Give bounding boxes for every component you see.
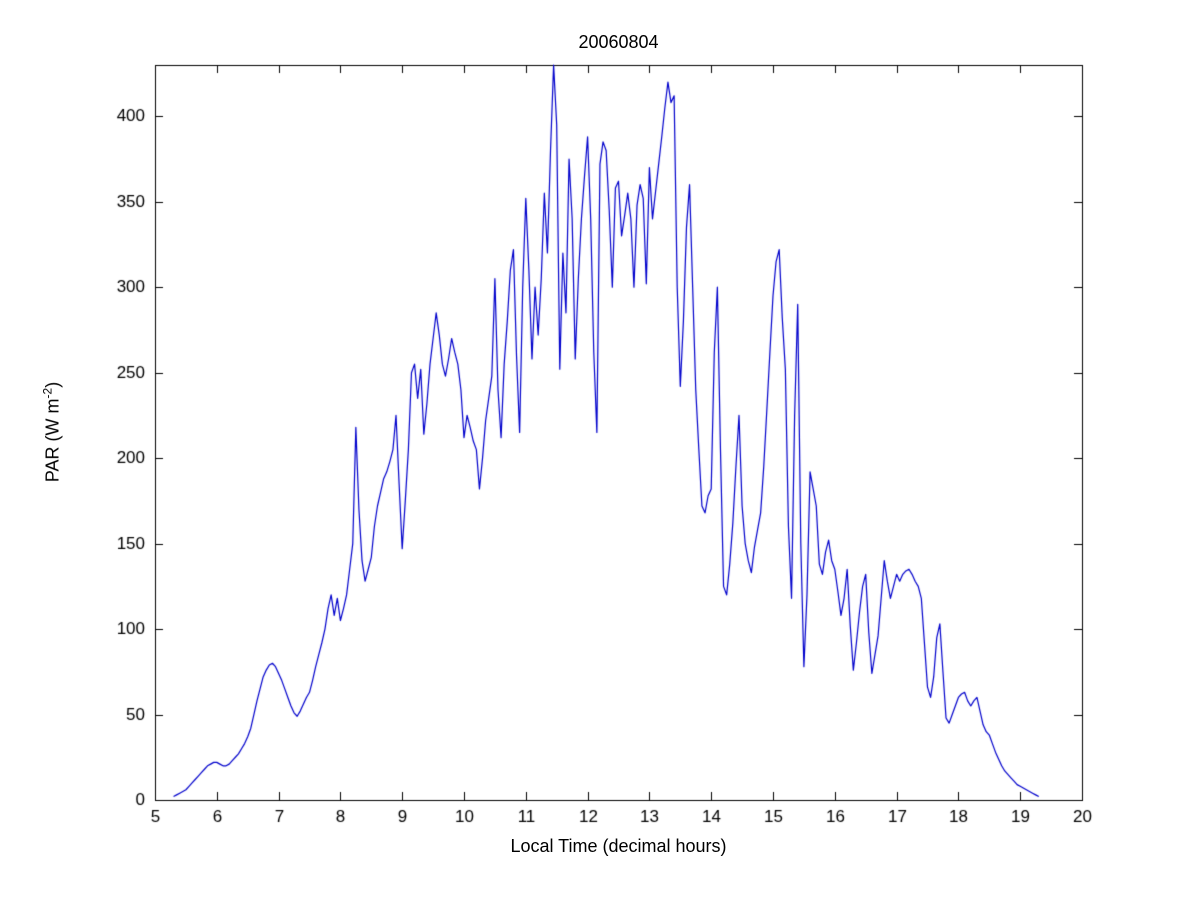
x-axis-label: Local Time (decimal hours) bbox=[510, 836, 727, 856]
y-axis-label-base: PAR (W m bbox=[42, 398, 63, 483]
y-axis-label-superscript: -2 bbox=[40, 387, 55, 399]
y-axis-label: PAR (W m-2) bbox=[41, 382, 64, 482]
y-axis-label-close: ) bbox=[42, 381, 63, 388]
chart-title: 20060804 bbox=[578, 32, 659, 52]
